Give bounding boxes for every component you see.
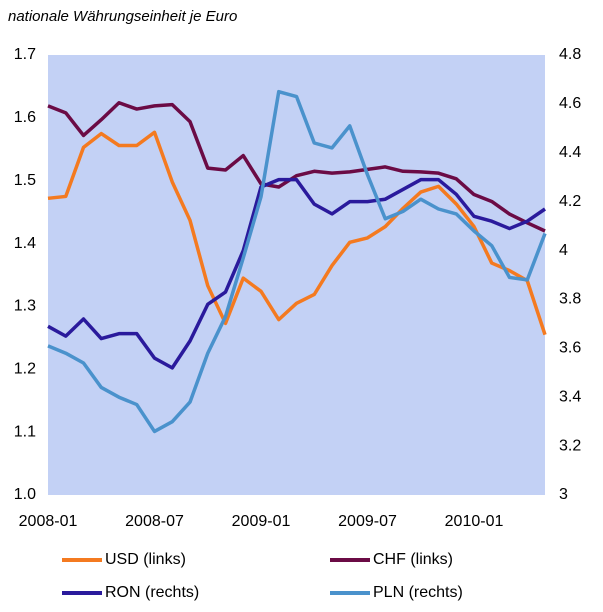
y-tick-label: 1.6	[14, 109, 36, 126]
legend-label: CHF (links)	[373, 551, 453, 568]
y2-tick-label: 4.6	[559, 95, 581, 112]
y2-tick-label: 3.6	[559, 340, 581, 357]
y2-tick-label: 4	[559, 242, 568, 259]
series-line	[47, 89, 547, 434]
series-line	[47, 177, 546, 370]
plot-area	[48, 55, 545, 495]
y-tick-label: 1.0	[14, 486, 36, 503]
y-tick-label: 1.4	[14, 235, 36, 252]
x-tick-label: 2008-01	[19, 513, 78, 530]
y-tick-label: 1.5	[14, 172, 36, 189]
y2-tick-label: 3.2	[559, 437, 581, 454]
y2-tick-label: 4.2	[559, 193, 581, 210]
y2-tick-label: 3.4	[559, 388, 581, 405]
y2-tick-label: 4.8	[559, 46, 581, 63]
legend-label: RON (rechts)	[105, 584, 199, 601]
y-tick-label: 1.3	[14, 298, 36, 315]
legend-label: USD (links)	[105, 551, 186, 568]
y-tick-label: 1.2	[14, 361, 36, 378]
series-line	[47, 130, 547, 336]
x-tick-label: 2009-01	[232, 513, 291, 530]
y-tick-label: 1.1	[14, 423, 36, 440]
x-tick-label: 2008-07	[125, 513, 184, 530]
x-tick-label: 2009-07	[338, 513, 397, 530]
y2-tick-label: 3	[559, 486, 568, 503]
chart-subtitle: nationale Währungseinheit je Euro	[8, 8, 237, 25]
series-line	[47, 101, 546, 233]
x-tick-label: 2010-01	[445, 513, 504, 530]
y2-tick-label: 4.4	[559, 144, 581, 161]
legend-label: PLN (rechts)	[373, 584, 463, 601]
y2-tick-label: 3.8	[559, 291, 581, 308]
y-tick-label: 1.7	[14, 46, 36, 63]
